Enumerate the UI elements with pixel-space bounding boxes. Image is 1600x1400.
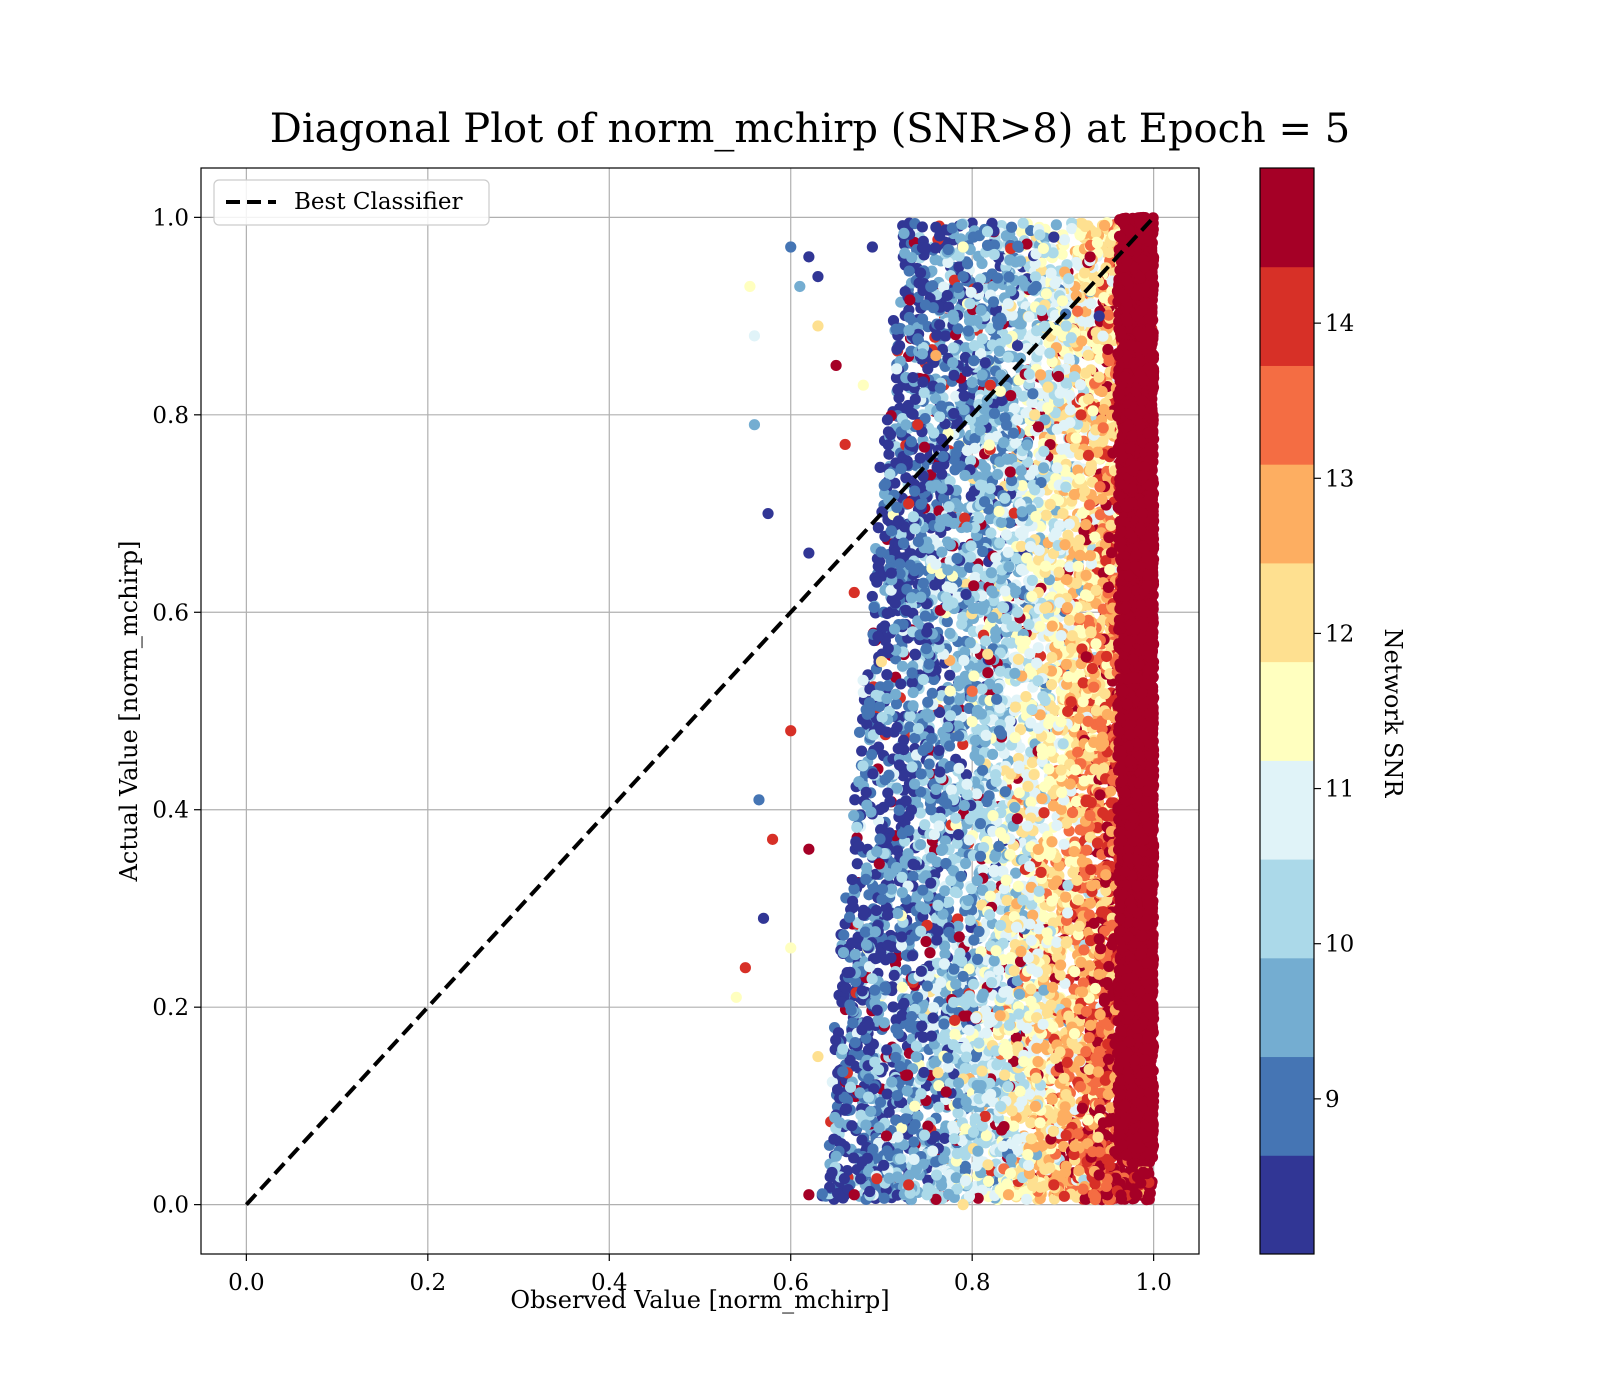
scatter-point-4308 xyxy=(1050,219,1062,231)
scatter-point-598 xyxy=(1016,226,1028,238)
scatter-point-3613 xyxy=(964,637,976,649)
scatter-point-2746 xyxy=(1026,397,1038,409)
scatter-point-4541 xyxy=(945,874,957,887)
scatter-point-4530 xyxy=(838,929,850,941)
scatter-points xyxy=(730,211,1160,1211)
scatter-point-4727 xyxy=(929,254,941,266)
scatter-point-4017 xyxy=(856,1134,868,1146)
scatter-point-3647 xyxy=(979,462,991,474)
scatter-point-4482 xyxy=(909,732,921,744)
scatter-point-1117 xyxy=(900,964,912,976)
scatter-point-960 xyxy=(883,448,895,460)
chart-title: Diagonal Plot of norm_mchirp (SNR>8) at … xyxy=(270,106,1350,152)
scatter-point-1156 xyxy=(866,590,878,603)
scatter-point-4905 xyxy=(903,265,915,277)
scatter-point-2384 xyxy=(897,770,909,782)
scatter-point-4927 xyxy=(972,1145,984,1157)
scatter-point-4458 xyxy=(976,764,989,776)
scatter-point-1448 xyxy=(984,513,996,525)
scatter-point-3907 xyxy=(1063,614,1076,626)
